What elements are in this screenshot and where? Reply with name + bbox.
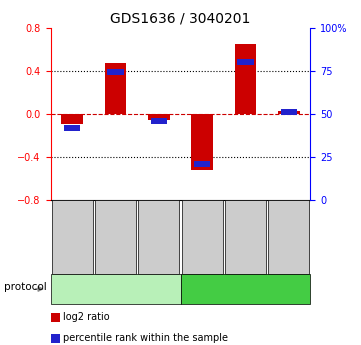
Bar — [148, 114, 170, 120]
Text: percentile rank within the sample: percentile rank within the sample — [63, 333, 228, 343]
Text: GSM63230: GSM63230 — [155, 214, 163, 263]
Bar — [280, 109, 297, 115]
Text: protocol: protocol — [4, 282, 46, 292]
Bar — [64, 125, 81, 130]
Text: GSM63163: GSM63163 — [198, 214, 206, 263]
Text: GSM63228: GSM63228 — [111, 214, 120, 263]
Bar — [105, 63, 126, 114]
Title: GDS1636 / 3040201: GDS1636 / 3040201 — [110, 11, 251, 25]
Text: GSM63229: GSM63229 — [284, 214, 293, 263]
Text: low power scan: low power scan — [75, 284, 156, 294]
Text: GSM63226: GSM63226 — [68, 214, 77, 263]
Bar — [237, 59, 254, 65]
Bar — [191, 114, 213, 170]
Bar — [61, 114, 83, 124]
Bar — [278, 111, 300, 114]
Text: GSM63227: GSM63227 — [241, 214, 250, 263]
Text: high power scan: high power scan — [203, 284, 288, 294]
Bar — [107, 69, 124, 75]
Text: log2 ratio: log2 ratio — [63, 313, 110, 322]
Bar — [194, 161, 210, 167]
Bar — [151, 118, 167, 124]
Bar — [235, 44, 256, 114]
